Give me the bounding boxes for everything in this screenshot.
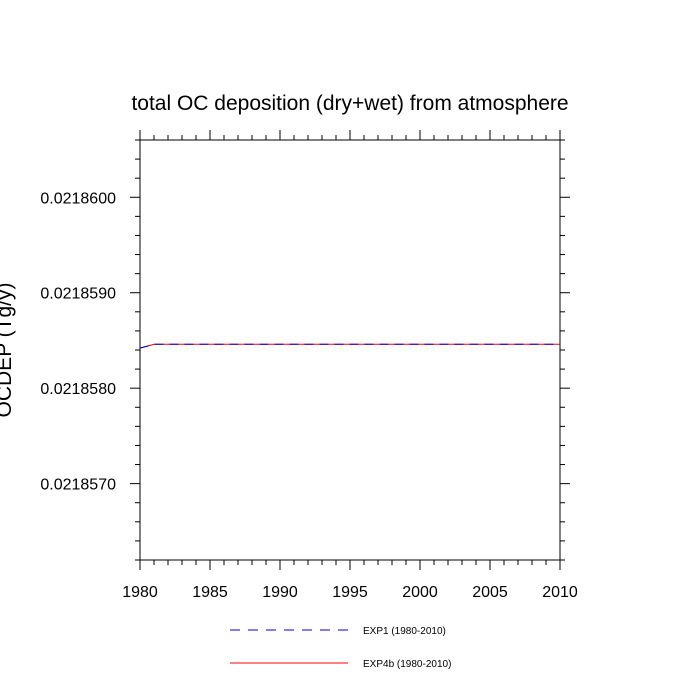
legend-label: EXP4b (1980-2010) <box>363 659 451 670</box>
x-tick-label: 2000 <box>402 584 438 601</box>
y-tick-label: 0.0218570 <box>40 477 116 494</box>
chart-title: total OC deposition (dry+wet) from atmos… <box>131 92 568 115</box>
y-tick-label: 0.0218590 <box>40 286 116 303</box>
x-tick-label: 1980 <box>122 584 158 601</box>
y-tick-label: 0.0218600 <box>40 190 116 207</box>
x-tick-label: 1985 <box>192 584 228 601</box>
x-tick-label: 2005 <box>472 584 508 601</box>
series-line <box>139 343 560 349</box>
legend-label: EXP1 (1980-2010) <box>363 626 446 637</box>
x-tick-label: 2010 <box>542 584 578 601</box>
plot-frame <box>139 139 561 561</box>
axis-ticks: 1980 1985 1990 1995 2000 2005 2010 0.0218570 0.0… <box>40 130 578 601</box>
series-line <box>139 343 560 349</box>
series-layer <box>139 343 560 349</box>
x-tick-label: 1990 <box>262 584 298 601</box>
x-tick-label: 1995 <box>332 584 368 601</box>
y-tick-label: 0.0218580 <box>40 381 116 398</box>
legend: EXP1 (1980-2010) EXP4b (1980-2010) <box>230 626 451 670</box>
y-axis-label: OCDEP (Tg/y) <box>0 283 16 418</box>
